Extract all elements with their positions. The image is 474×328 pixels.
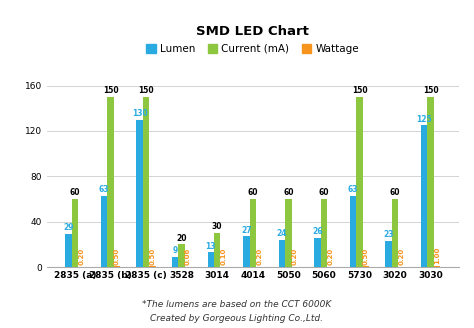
Text: Created by Gorgeous Lighting Co.,Ltd.: Created by Gorgeous Lighting Co.,Ltd. — [151, 315, 323, 323]
Text: 0.06: 0.06 — [185, 248, 191, 265]
Text: 13: 13 — [206, 242, 216, 251]
Title: SMD LED Chart: SMD LED Chart — [196, 25, 309, 38]
Bar — [385, 241, 392, 267]
Legend: Lumen, Current (mA), Wattage: Lumen, Current (mA), Wattage — [142, 40, 363, 58]
Text: 27: 27 — [241, 226, 252, 235]
Bar — [356, 97, 363, 267]
Bar — [434, 266, 440, 267]
Text: 0.10: 0.10 — [220, 248, 227, 265]
Text: 1.00: 1.00 — [434, 247, 440, 264]
Bar — [363, 266, 369, 267]
Text: 20: 20 — [176, 234, 187, 243]
Text: 0.20: 0.20 — [256, 248, 262, 265]
Bar — [250, 199, 256, 267]
Bar — [214, 233, 220, 267]
Text: 0.50: 0.50 — [114, 248, 120, 265]
Bar — [137, 120, 143, 267]
Bar — [392, 199, 398, 267]
Bar — [243, 236, 250, 267]
Text: 0.20: 0.20 — [399, 248, 404, 265]
Text: 29: 29 — [64, 223, 74, 233]
Bar — [101, 195, 107, 267]
Bar — [172, 257, 178, 267]
Text: 0.20: 0.20 — [78, 248, 84, 265]
Bar — [350, 195, 356, 267]
Text: 9: 9 — [173, 246, 178, 255]
Text: 150: 150 — [138, 86, 154, 95]
Text: 0.20: 0.20 — [292, 248, 298, 265]
Text: 23: 23 — [383, 230, 394, 239]
Bar — [279, 240, 285, 267]
Text: 0.50: 0.50 — [149, 248, 155, 265]
Text: 60: 60 — [70, 188, 80, 197]
Text: *The lumens are based on the CCT 6000K: *The lumens are based on the CCT 6000K — [142, 300, 332, 309]
Bar — [107, 97, 114, 267]
Text: 24: 24 — [277, 229, 287, 238]
Text: 63: 63 — [348, 185, 358, 194]
Text: 26: 26 — [312, 227, 323, 236]
Bar — [178, 244, 185, 267]
Bar — [149, 266, 155, 267]
Text: 0.20: 0.20 — [328, 248, 333, 265]
Text: 150: 150 — [352, 86, 367, 95]
Text: 125: 125 — [417, 114, 432, 124]
Text: 0.50: 0.50 — [363, 248, 369, 265]
Text: 60: 60 — [247, 188, 258, 197]
Text: 130: 130 — [132, 109, 147, 118]
Bar — [321, 199, 327, 267]
Bar — [143, 97, 149, 267]
Text: 60: 60 — [283, 188, 293, 197]
Bar — [285, 199, 292, 267]
Bar — [314, 237, 321, 267]
Bar — [428, 97, 434, 267]
Text: 60: 60 — [390, 188, 401, 197]
Text: 150: 150 — [423, 86, 438, 95]
Text: 30: 30 — [212, 222, 222, 231]
Bar — [114, 266, 120, 267]
Bar — [65, 234, 72, 267]
Text: 63: 63 — [99, 185, 109, 194]
Text: 150: 150 — [103, 86, 118, 95]
Text: 60: 60 — [319, 188, 329, 197]
Bar — [72, 199, 78, 267]
Bar — [421, 125, 428, 267]
Bar — [208, 252, 214, 267]
